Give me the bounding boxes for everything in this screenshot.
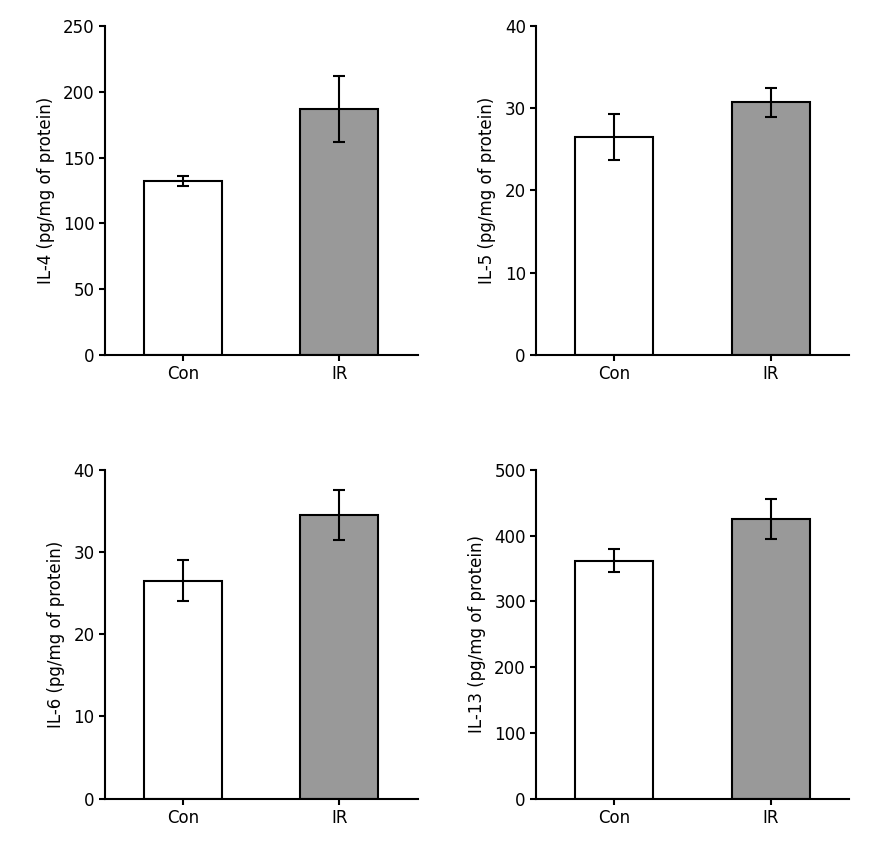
Bar xyxy=(732,102,809,355)
Y-axis label: IL-6 (pg/mg of protein): IL-6 (pg/mg of protein) xyxy=(47,541,65,728)
Bar xyxy=(576,561,654,799)
Bar xyxy=(732,519,809,799)
Y-axis label: IL-13 (pg/mg of protein): IL-13 (pg/mg of protein) xyxy=(468,536,486,733)
Bar xyxy=(300,108,379,355)
Bar xyxy=(576,137,654,355)
Bar xyxy=(144,581,222,799)
Bar xyxy=(300,515,379,799)
Y-axis label: IL-5 (pg/mg of protein): IL-5 (pg/mg of protein) xyxy=(479,96,496,284)
Y-axis label: IL-4 (pg/mg of protein): IL-4 (pg/mg of protein) xyxy=(37,96,54,284)
Bar xyxy=(144,181,222,355)
